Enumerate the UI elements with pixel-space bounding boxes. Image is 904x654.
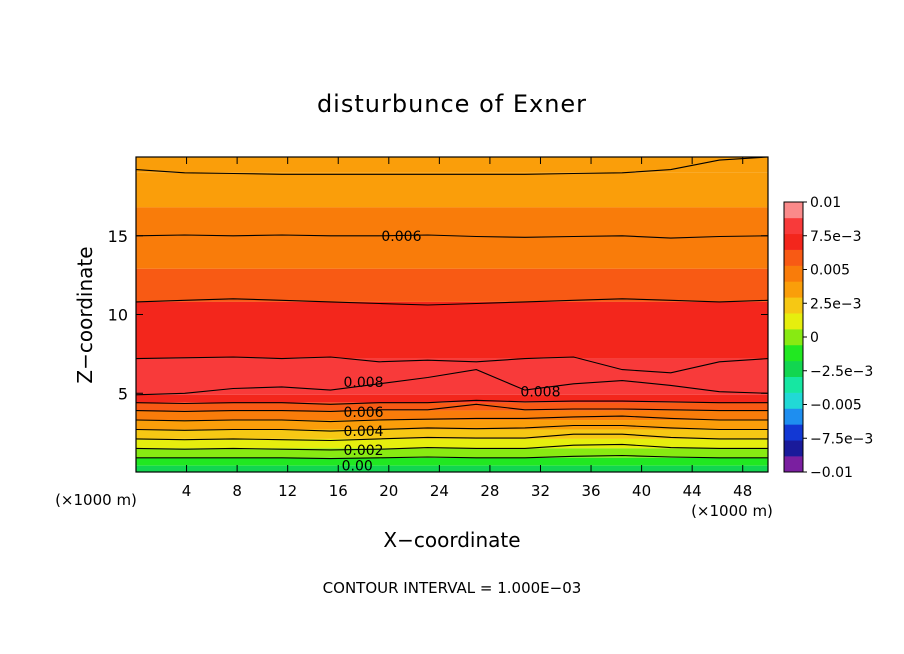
contour-band-4 — [136, 301, 768, 359]
colorbar-tick-label: −2.5e−3 — [810, 364, 873, 380]
colorbar-cell-4 — [784, 392, 803, 409]
colorbar-cell-1 — [784, 440, 803, 457]
colorbar-cell-10 — [784, 297, 803, 314]
contour-label-2: 0.008 — [520, 385, 560, 401]
chart-title: disturbunce of Exner — [317, 90, 587, 118]
colorbar-tick-label: 2.5e−3 — [810, 296, 862, 312]
contour-band-9 — [136, 420, 768, 430]
colorbar-cells — [784, 202, 803, 473]
x-tick-label: 40 — [632, 482, 651, 500]
contour-label-4: 0.004 — [343, 424, 383, 440]
contour-band-1 — [136, 172, 768, 208]
colorbar-tick-label: 0.01 — [810, 195, 841, 211]
y-tick-label: 5 — [118, 384, 128, 403]
colorbar-tick-label: −7.5e−3 — [810, 431, 873, 447]
x-unit-right: (×1000 m) — [691, 502, 773, 520]
contour-line-5 — [136, 403, 768, 412]
colorbar-cell-9 — [784, 313, 803, 330]
contour-label-1: 0.008 — [343, 375, 383, 391]
contour-line-2 — [136, 433, 768, 442]
contour-band-3 — [136, 268, 768, 302]
colorbar-cell-16 — [784, 202, 803, 219]
colorbar-cell-8 — [784, 329, 803, 346]
x-axis-ticks: 4 8 12 16 20 24 28 32 36 40 44 48 — [182, 157, 752, 500]
contour-lines — [136, 157, 768, 460]
x-tick-label: 36 — [581, 482, 600, 500]
y-tick-label: 15 — [108, 227, 128, 246]
contour-band-14 — [136, 465, 768, 472]
colorbar: 0.01 7.5e−3 0.005 2.5e−3 0 −2.5e−3 −0.005 −7.5e… — [783, 195, 873, 481]
contour-line-7 — [136, 369, 768, 396]
x-tick-label: 20 — [379, 482, 398, 500]
colorbar-cell-12 — [784, 265, 803, 282]
x-tick-label: 48 — [733, 482, 752, 500]
colorbar-tick-label: 0.005 — [810, 263, 850, 279]
contour-label-5: 0.002 — [343, 443, 383, 459]
contour-line-10 — [136, 234, 768, 239]
contour-line-9 — [136, 298, 768, 306]
contour-interval-note: CONTOUR INTERVAL = 1.000E−03 — [323, 579, 582, 597]
colorbar-cell-14 — [784, 233, 803, 250]
colorbar-cell-5 — [784, 376, 803, 393]
contour-label-3: 0.006 — [343, 405, 383, 421]
contour-label-0: 0.006 — [381, 229, 421, 245]
contour-line-6 — [136, 399, 768, 405]
y-axis-ticks: 5 10 15 — [108, 227, 768, 403]
contour-line-11 — [136, 157, 768, 175]
contour-line-4 — [136, 415, 768, 423]
contour-band-5 — [136, 358, 768, 395]
colorbar-cell-0 — [784, 456, 803, 473]
x-tick-label: 4 — [182, 482, 192, 500]
contour-band-12 — [136, 448, 768, 458]
y-axis-label: Z−coordinate — [73, 246, 97, 383]
colorbar-tick-label: 7.5e−3 — [810, 229, 862, 245]
x-tick-label: 44 — [683, 482, 702, 500]
x-axis-label: X−coordinate — [383, 528, 520, 552]
y-tick-label: 10 — [108, 306, 128, 325]
contour-band-10 — [136, 429, 768, 439]
x-tick-label: 24 — [430, 482, 449, 500]
filled-contours — [136, 157, 768, 472]
contour-band-13 — [136, 457, 768, 466]
x-tick-label: 16 — [329, 482, 348, 500]
contour-line-8 — [136, 356, 768, 374]
contour-line-1 — [136, 443, 768, 451]
colorbar-cell-15 — [784, 217, 803, 235]
x-tick-label: 28 — [480, 482, 499, 500]
contour-band-0 — [136, 157, 768, 173]
contour-line-0 — [136, 454, 768, 460]
colorbar-cell-7 — [784, 344, 803, 362]
colorbar-ticks: 0.01 7.5e−3 0.005 2.5e−3 0 −2.5e−3 −0.005 −7.5e… — [803, 195, 873, 481]
contour-band-6 — [136, 394, 768, 403]
colorbar-cell-6 — [784, 360, 803, 378]
contour-band-11 — [136, 438, 768, 449]
colorbar-cell-13 — [784, 249, 803, 266]
colorbar-tick-label: −0.01 — [810, 465, 853, 481]
contour-label-6: 0.00 — [342, 459, 373, 475]
colorbar-tick-label: 0 — [810, 330, 819, 346]
x-tick-label: 32 — [531, 482, 550, 500]
x-tick-label: 8 — [232, 482, 242, 500]
colorbar-tick-label: −0.005 — [810, 398, 862, 414]
x-tick-label: 12 — [278, 482, 297, 500]
colorbar-cell-2 — [784, 424, 803, 441]
x-unit-left: (×1000 m) — [55, 491, 137, 509]
colorbar-cell-11 — [784, 281, 803, 298]
contour-band-8 — [136, 410, 768, 421]
contour-line-3 — [136, 424, 768, 432]
colorbar-cell-3 — [784, 408, 803, 425]
